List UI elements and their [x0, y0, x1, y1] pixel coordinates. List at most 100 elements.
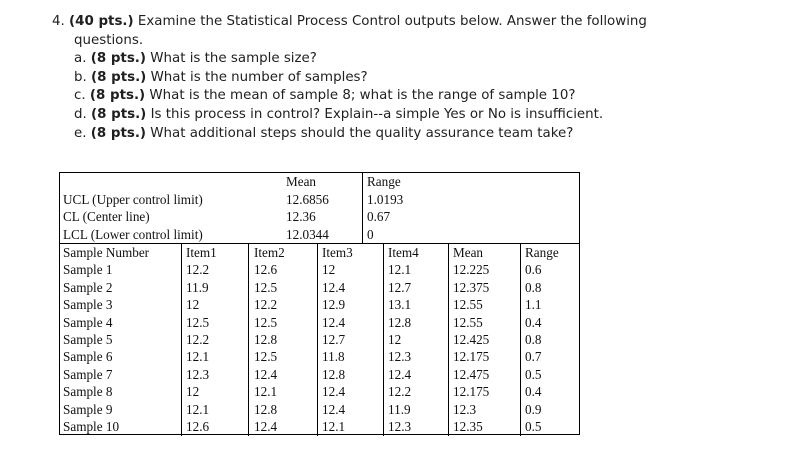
table-cell: 12.4 [254, 366, 278, 382]
table-cell: Sample 9 [63, 401, 113, 417]
part-text: What is the number of samples? [150, 69, 368, 85]
table-cell: 12.4 [388, 366, 412, 382]
part-text: What is the sample size? [150, 51, 317, 67]
part-text: What additional steps should the quality… [150, 125, 574, 141]
table-cell: Sample 4 [63, 314, 113, 330]
table-cell: 12.425 [453, 332, 490, 347]
table-cell: 12.2 [186, 332, 210, 347]
table-cell: 12.6 [254, 262, 278, 278]
table-cell: 12.2 [186, 262, 210, 278]
table-cell: 12.8 [254, 332, 278, 347]
table-cell: 12.1 [186, 401, 210, 417]
question-block: 4. (40 pts.) Examine the Statistical Pro… [52, 13, 772, 143]
part-letter: d. [74, 106, 87, 122]
limits-mean-header: Mean [286, 174, 317, 189]
table-cell: 12.1 [186, 349, 210, 365]
table-cell: Sample 1 [63, 262, 113, 278]
part-letter: e. [74, 125, 87, 141]
column-divider [383, 244, 384, 436]
column-divider [520, 244, 521, 436]
part-text: What is the mean of sample 8; what is th… [149, 88, 576, 104]
question-part: b. (8 pts.) What is the number of sample… [52, 69, 772, 88]
table-cell: Sample 6 [63, 349, 113, 365]
table-cell: 12.35 [453, 419, 483, 434]
table-cell: 12.9 [322, 297, 346, 313]
table-cell: 12.1 [322, 419, 346, 434]
limit-label: CL (Center line) [63, 209, 150, 225]
question-part: a. (8 pts.) What is the sample size? [52, 50, 772, 69]
table-cell: 12 [186, 297, 200, 313]
question-part: e. (8 pts.) What additional steps should… [52, 125, 772, 144]
table-cell: 12.4 [254, 419, 278, 434]
spc-table: Mean Range UCL (Upper control limit) 12.685… [59, 172, 580, 436]
table-cell: 12.55 [453, 314, 483, 330]
limit-range: 0.67 [367, 209, 391, 225]
table-cell: 1.1 [525, 297, 542, 313]
table-cell: Sample 8 [63, 384, 113, 400]
table-cell: Sample 5 [63, 332, 113, 347]
limits-bottom-border [60, 243, 579, 244]
table-cell: 0.5 [525, 419, 542, 434]
table-cell: 12.8 [254, 401, 278, 417]
table-cell: 12.55 [453, 297, 483, 313]
part-letter: a. [74, 51, 87, 67]
limit-label: LCL (Lower control limit) [63, 226, 203, 242]
part-points: (8 pts.) [90, 51, 146, 67]
part-text: Is this process in control? Explain--a s… [150, 106, 604, 122]
table-cell: 12.175 [453, 384, 490, 400]
column-divider [248, 244, 249, 436]
column-header: Item1 [186, 245, 217, 260]
table-cell: 0.4 [525, 384, 542, 400]
table-cell: 0.8 [525, 332, 542, 347]
limits-divider [362, 173, 363, 244]
table-cell: 12.5 [254, 279, 278, 295]
table-cell: 0.7 [525, 349, 542, 365]
table-cell: Sample 2 [63, 279, 113, 295]
table-cell: 12 [186, 384, 200, 400]
column-divider [181, 244, 182, 436]
limits-range-header: Range [367, 174, 401, 189]
table-cell: 12.3 [453, 401, 477, 417]
table-cell: 12.1 [254, 384, 278, 400]
column-divider [448, 244, 449, 436]
table-cell: 12.4 [322, 314, 346, 330]
part-letter: b. [74, 69, 87, 85]
part-points: (8 pts.) [89, 88, 146, 104]
column-header: Item2 [254, 245, 285, 260]
table-cell: 12.7 [388, 279, 412, 295]
table-cell: 12.3 [186, 366, 210, 382]
column-header: Sample Number [63, 245, 150, 260]
table-cell: 12.2 [388, 384, 412, 400]
table-cell: 12.4 [322, 401, 346, 417]
table-cell: 12.475 [453, 366, 490, 382]
limit-range: 0 [367, 226, 374, 242]
question-prompt-line1: 4. (40 pts.) Examine the Statistical Pro… [52, 13, 772, 32]
table-cell: 0.5 [525, 366, 542, 382]
table-cell: Sample 3 [63, 297, 113, 313]
part-points: (8 pts.) [90, 125, 147, 141]
part-letter: c. [74, 88, 86, 104]
table-cell: 11.8 [322, 349, 345, 365]
table-cell: 12.8 [322, 366, 346, 382]
table-cell: 12.6 [186, 419, 210, 434]
column-divider [317, 244, 318, 436]
table-cell: 12.3 [388, 419, 412, 434]
question-prompt-line2: questions. [74, 32, 144, 48]
column-header: Item4 [388, 245, 419, 260]
column-header: Mean [453, 245, 484, 260]
table-cell: 12.5 [186, 314, 210, 330]
part-points: (8 pts.) [91, 69, 147, 85]
table-cell: 12.4 [322, 279, 346, 295]
table-cell: 12.375 [453, 279, 490, 295]
limit-range: 1.0193 [367, 192, 404, 207]
question-parts: a. (8 pts.) What is the sample size? b. (… [52, 50, 772, 143]
limit-mean: 12.6856 [286, 192, 329, 207]
limit-mean: 12.36 [286, 209, 316, 225]
question-number: 4. [52, 14, 65, 29]
question-part: c. (8 pts.) What is the mean of sample 8… [52, 87, 772, 106]
limit-mean: 12.0344 [286, 226, 329, 242]
table-cell: 11.9 [388, 401, 411, 417]
table-cell: 12.1 [388, 262, 412, 278]
table-cell: 0.6 [525, 262, 542, 278]
table-cell: 11.9 [186, 279, 209, 295]
